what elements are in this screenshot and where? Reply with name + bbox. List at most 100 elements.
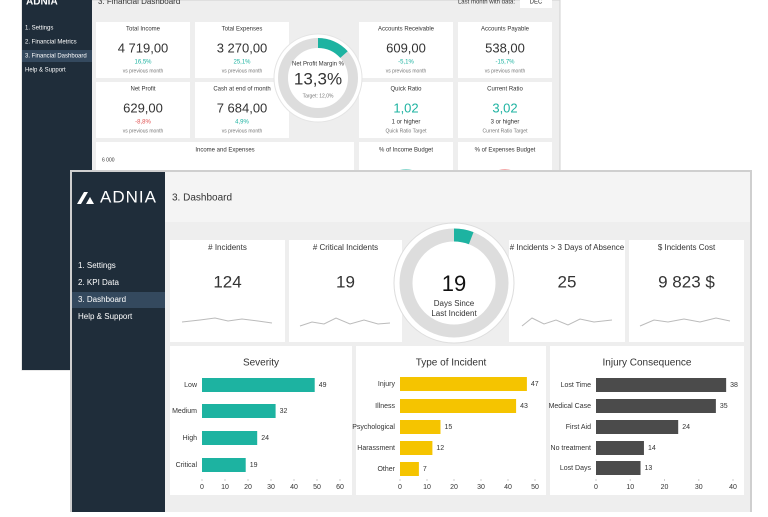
ratio-note: Quick Ratio Target: [385, 128, 427, 134]
x-tick-label: 20: [661, 484, 669, 491]
sparkline: [639, 317, 731, 327]
x-tick-label: 40: [290, 484, 298, 491]
x-tick-label: 50: [313, 484, 321, 491]
kpi-change: 16,5%: [134, 60, 152, 66]
ratio-label: Quick Ratio: [390, 87, 422, 93]
kpi-card: [458, 22, 552, 78]
days-value: 19: [442, 271, 466, 296]
logo: ADNIA: [26, 0, 58, 8]
category-label: Other: [377, 466, 395, 473]
data-label: 47: [531, 381, 539, 388]
x-tick-label: 20: [450, 484, 458, 491]
kpi-value: 538,00: [485, 40, 525, 55]
card: [289, 240, 402, 342]
category-label: High: [183, 435, 198, 442]
kpi-note: vs previous month: [123, 68, 164, 74]
ratio-label: Current Ratio: [487, 87, 523, 93]
data-label: 24: [261, 435, 269, 442]
kpi-label: Total Expenses: [222, 27, 263, 33]
menu-item: Help & Support: [78, 312, 133, 321]
kpi-note: vs previous month: [222, 68, 263, 74]
sparkline: [181, 317, 273, 324]
card: [356, 346, 546, 495]
data-label: 12: [436, 445, 444, 452]
x-tick-label: 60: [336, 484, 344, 491]
kpi-value: 124: [213, 272, 241, 291]
x-tick-label: 10: [626, 484, 634, 491]
bar: [202, 378, 315, 392]
menu-highlight: [72, 292, 165, 308]
front-header: [165, 172, 750, 222]
kpi-change: 4,9%: [235, 120, 249, 126]
last-month: DEC: [530, 0, 543, 6]
kpi-value: 629,00: [123, 100, 163, 115]
category-label: No treatment: [551, 445, 592, 452]
chart-title: Injury Consequence: [603, 358, 692, 369]
bar: [400, 441, 433, 455]
kpi-label: $ Incidents Cost: [658, 243, 716, 252]
margin-target: Target: 12,0%: [303, 93, 334, 99]
x-tick-label: 50: [531, 484, 539, 491]
kpi-label: # Critical Incidents: [313, 243, 378, 252]
category-label: Lost Time: [561, 382, 591, 389]
menu-item: 3. Dashboard: [78, 295, 126, 304]
x-tick-label: 30: [267, 484, 275, 491]
menu-item: 2. KPI Data: [78, 278, 119, 287]
menu-highlight: [22, 50, 92, 62]
category-label: Illness: [375, 403, 395, 410]
x-tick-label: 40: [729, 484, 737, 491]
panel-title: % of Income Budget: [379, 148, 433, 154]
ratio-value: 3,02: [492, 100, 517, 115]
month-box: [520, 0, 552, 8]
data-label: 14: [648, 445, 656, 452]
kpi-value: 609,00: [386, 40, 426, 55]
x-tick-label: 30: [695, 484, 703, 491]
kpi-value: 4 719,00: [118, 40, 169, 55]
margin-arc: [317, 38, 348, 59]
data-label: 35: [720, 403, 728, 410]
menu-item: 1. Settings: [78, 261, 116, 270]
data-label: 49: [319, 382, 327, 389]
days-text: Last Incident: [431, 309, 477, 318]
last-month-label: Last month with data:: [458, 0, 515, 6]
x-tick-label: 0: [594, 484, 598, 491]
category-label: First Aid: [566, 424, 591, 431]
kpi-label: Accounts Payable: [481, 27, 530, 33]
bar: [202, 404, 276, 418]
data-label: 43: [520, 403, 528, 410]
data-label: 19: [250, 462, 258, 469]
axis-label: 6 000: [102, 157, 115, 163]
kpi-value: 25: [558, 272, 577, 291]
ratio-target: 1 or higher: [392, 120, 421, 126]
category-label: Lost Days: [560, 465, 592, 472]
kpi-value: 9 823 $: [658, 272, 715, 291]
ratio-target: 3 or higher: [491, 120, 520, 126]
x-tick-label: 10: [221, 484, 229, 491]
bar: [596, 399, 716, 413]
margin-label: Net Profit Margin %: [292, 62, 345, 68]
ratio-card: [458, 82, 552, 138]
sparkline: [299, 317, 391, 327]
front-sidebar: [72, 172, 165, 512]
card: [170, 240, 285, 342]
ratio-card: [359, 82, 453, 138]
kpi-label: # Incidents: [208, 243, 247, 252]
bar: [202, 458, 246, 472]
x-tick-label: 30: [477, 484, 485, 491]
bar: [400, 420, 441, 434]
kpi-note: vs previous month: [485, 68, 526, 74]
kpi-label: Total Income: [126, 27, 161, 33]
bar: [400, 462, 419, 476]
kpi-card: [195, 82, 289, 138]
ratio-value: 1,02: [393, 100, 418, 115]
category-label: Critical: [176, 462, 198, 469]
kpi-card: [359, 22, 453, 78]
panel-title: % of Expenses Budget: [475, 148, 536, 154]
margin-value: 13,3%: [294, 69, 342, 88]
x-tick-label: 0: [200, 484, 204, 491]
chart-title: Severity: [243, 358, 279, 369]
page-title: 3. Financial Dashboard: [98, 0, 180, 6]
kpi-card: [195, 22, 289, 78]
kpi-change: -15,7%: [495, 60, 515, 66]
